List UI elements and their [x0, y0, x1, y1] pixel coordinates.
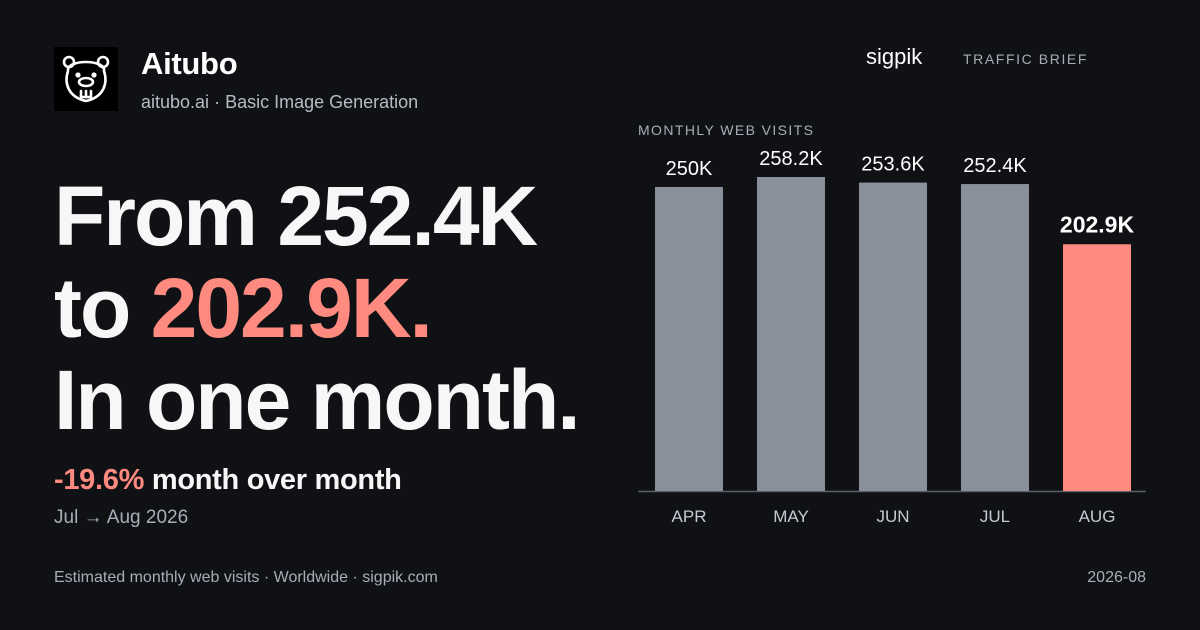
brand-logo: [54, 47, 118, 111]
x-tick-label: MAY: [773, 507, 809, 526]
bar-aug: [1063, 244, 1131, 491]
x-tick-label: AUG: [1079, 507, 1116, 526]
beaver-icon: [62, 55, 110, 103]
brand-category: Basic Image Generation: [225, 92, 419, 112]
change-percent: -19.6%: [54, 464, 145, 496]
headline-line-2: to 202.9K.: [54, 262, 579, 354]
bar-value-label: 202.9K: [1060, 211, 1135, 237]
chart-title: MONTHLY WEB VISITS: [638, 122, 815, 138]
change-label: month over month: [144, 464, 402, 496]
bar-may: [757, 177, 825, 491]
headline-line-2-prefix: to: [54, 261, 151, 355]
period-label: Jul → Aug 2026: [54, 507, 189, 528]
bar-value-label: 252.4K: [963, 155, 1027, 177]
footer-source: Estimated monthly web visits · Worldwide…: [54, 569, 438, 586]
bar-apr: [655, 186, 723, 492]
x-tick-label: JUN: [876, 507, 909, 526]
brand-subtitle: aitubo.ai · Basic Image Generation: [141, 92, 418, 113]
headline-line-3: In one month.: [54, 353, 581, 447]
publisher-label: TRAFFIC BRIEF: [963, 51, 1089, 67]
headline-line-1: From 252.4K: [54, 169, 538, 263]
bar-value-label: 250K: [666, 158, 713, 180]
headline: From 252.4K to 202.9K. In one month.: [54, 169, 581, 447]
publisher-name: sigpik: [866, 44, 923, 69]
brand-domain: aitubo.ai: [141, 92, 210, 112]
bar-value-label: 258.2K: [759, 148, 823, 170]
x-tick-label: APR: [672, 507, 707, 526]
headline-highlight-value: 202.9K.: [150, 261, 433, 355]
bar-value-label: 253.6K: [861, 154, 925, 176]
bar-jun: [859, 182, 927, 491]
brand-separator: ·: [209, 92, 226, 112]
brand-name: Aitubo: [141, 46, 238, 81]
footer-date: 2026-08: [1087, 569, 1146, 586]
x-tick-label: JUL: [980, 507, 1010, 526]
change-summary: -19.6% month over month: [54, 464, 402, 497]
bar-jul: [961, 184, 1029, 491]
